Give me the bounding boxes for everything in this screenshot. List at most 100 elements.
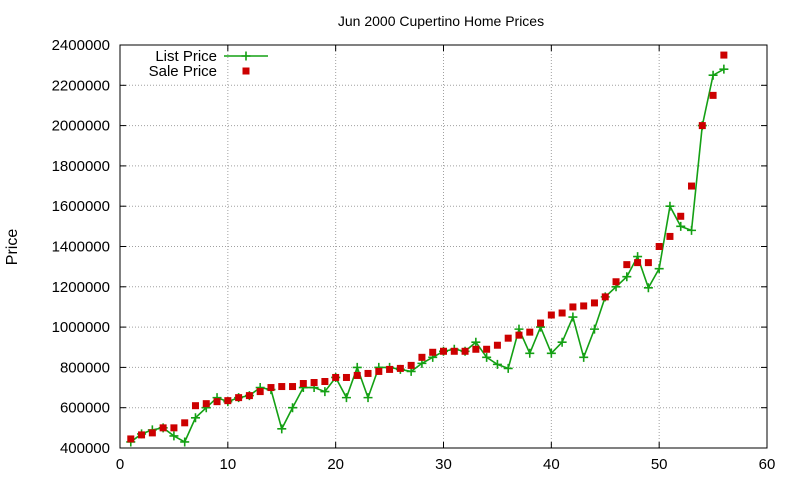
sale-price-point [666,232,674,240]
list-price-point [492,359,502,369]
sale-price-point [321,378,329,386]
sale-price-point [601,293,609,301]
list-price-point [643,283,653,293]
list-price-point [277,424,287,434]
list-price-point [557,337,567,347]
list-price-point [482,352,492,362]
x-tick-label: 20 [327,456,344,473]
sale-price-point [418,353,426,361]
legend-label-sale-price: Sale Price [149,63,217,80]
sale-price-point [547,311,555,319]
list-price-point [589,324,599,334]
list-price-point [708,70,718,80]
plot-border [119,44,768,449]
list-price-point [676,221,686,231]
sale-price-point [159,424,167,432]
sale-price-point [526,328,534,336]
y-tick-label: 600000 [60,400,110,417]
sale-price-point [677,212,685,220]
sale-price-point [289,383,297,391]
sale-price-point [537,319,545,327]
y-tick-label: 2200000 [52,77,110,94]
sale-price-point [580,302,588,310]
sale-price-point [450,347,458,355]
sale-price-point [332,373,340,381]
legend-label-list-price: List Price [155,48,217,65]
sale-price-point [278,383,286,391]
y-tick-label: 1600000 [52,198,110,215]
list-price-point [341,393,351,403]
sale-price-point [202,400,210,408]
y-tick-label: 2000000 [52,118,110,135]
sale-price-point [353,371,361,379]
list-price-point [190,413,200,423]
sale-price-point [461,347,469,355]
sale-price-point [590,299,598,307]
sale-price-point [299,380,307,388]
list-price-point [568,312,578,322]
y-tick-label: 2400000 [52,37,110,54]
list-price-point [363,393,373,403]
sale-price-point [256,388,264,396]
sale-price-point [709,91,717,99]
sale-price-point [396,364,404,372]
sale-price-point [342,373,350,381]
grid-lines [120,45,767,448]
list-price-point [719,64,729,74]
sale-price-point [429,348,437,356]
sale-price-point [558,309,566,317]
x-tick-label: 40 [543,456,560,473]
x-tick-label: 50 [651,456,668,473]
sale-price-point [224,397,232,405]
sale-price-point [644,259,652,267]
legend: List Price Sale Price [149,48,268,80]
list-price-point [503,363,513,373]
list-price-point [180,437,190,447]
y-tick-label: 1400000 [52,239,110,256]
legend-list-price-marker [241,51,251,61]
list-price-point [546,348,556,358]
y-tick-label: 400000 [60,440,110,457]
x-tick-label: 30 [435,456,452,473]
sale-price-point [504,334,512,342]
list-price-point [687,225,697,235]
sale-price-point [170,424,178,432]
sale-price-point [181,419,189,427]
x-tick-label: 0 [116,456,124,473]
sale-price-point [655,243,663,250]
chart-title: Jun 2000 Cupertino Home Prices [338,13,544,29]
sale-price-point [310,379,318,387]
y-axis-label: Price [4,229,21,266]
sale-price-point [720,51,728,59]
sale-price-point [148,429,156,437]
sale-price-point [493,341,501,349]
x-tick-label: 60 [759,456,776,473]
sale-price-point [191,402,199,410]
sale-price-point [245,392,253,400]
legend-sale-price-marker [242,67,250,75]
y-tick-label: 1200000 [52,279,110,296]
list-price-point [169,431,179,441]
sale-price-point [440,347,447,355]
sale-price-point [235,394,243,402]
series-list-price [126,64,729,447]
y-tick-label: 1000000 [52,319,110,336]
tick-labels: 0 10 20 30 40 50 60 400000 600000 800000 1000000 12… [52,37,776,473]
sale-price-point [623,261,631,269]
series-sale-price [127,51,728,443]
sale-price-point [515,331,523,339]
list-price-point [654,264,664,274]
sale-price-point [364,369,372,377]
sale-price-point [375,367,383,375]
sale-price-point [127,435,135,443]
list-price-point [352,362,362,372]
sale-price-point [138,431,146,439]
sale-price-point [612,278,620,286]
sale-price-point [407,361,415,369]
sale-price-point [483,345,491,353]
sale-price-point [698,122,706,130]
list-price-point [525,348,535,358]
sale-price-point [688,182,696,190]
